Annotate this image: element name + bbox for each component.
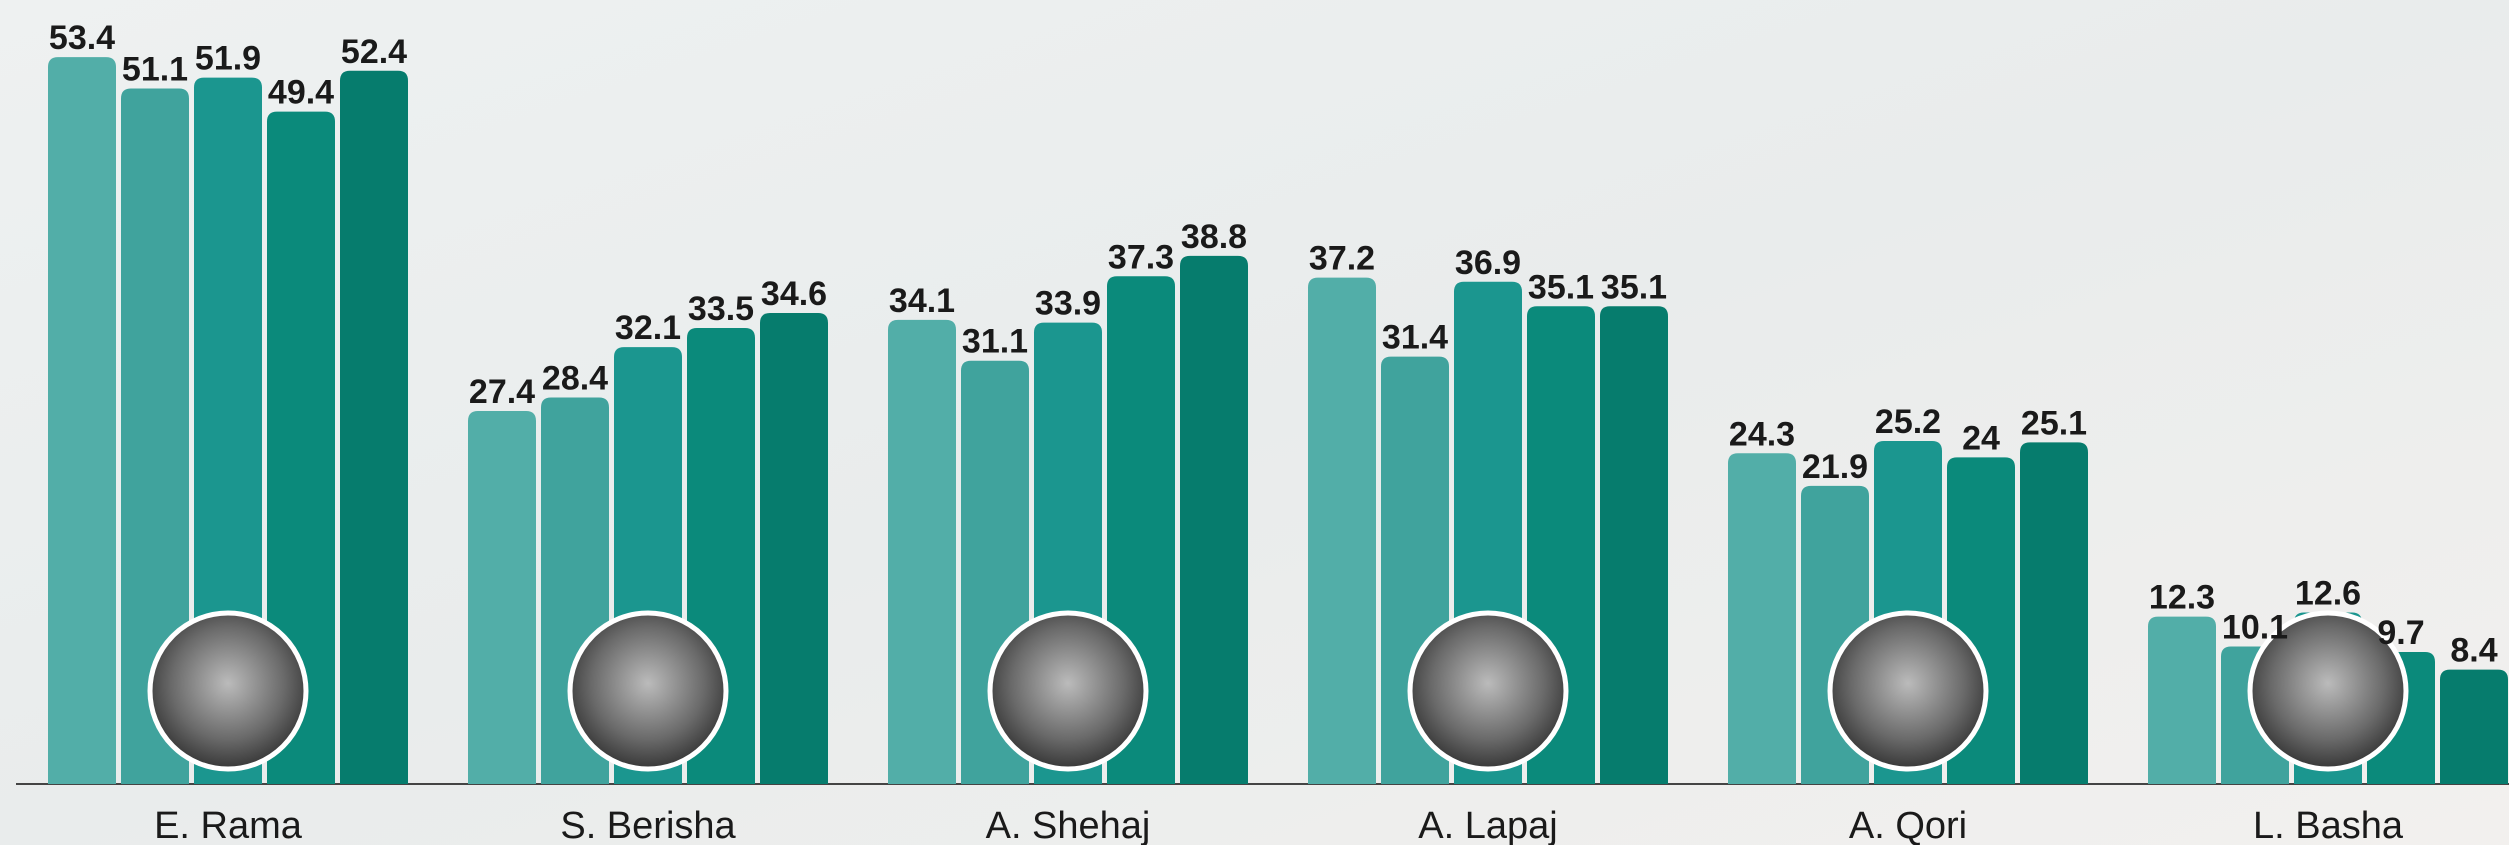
value-label: 51.9 bbox=[195, 40, 261, 78]
value-label: 25.2 bbox=[1875, 403, 1941, 441]
bar bbox=[1728, 453, 1796, 784]
x-tick-label: A. Qori bbox=[1849, 805, 1967, 845]
value-label: 51.1 bbox=[122, 50, 188, 88]
value-label: 31.4 bbox=[1382, 319, 1448, 357]
value-label: 52.4 bbox=[341, 33, 407, 71]
value-label: 35.1 bbox=[1528, 268, 1594, 306]
value-label: 12.3 bbox=[2149, 579, 2215, 617]
value-label: 28.4 bbox=[542, 359, 608, 397]
value-label: 53.4 bbox=[49, 19, 115, 57]
portrait bbox=[987, 610, 1149, 772]
value-label: 31.1 bbox=[962, 323, 1028, 361]
bar bbox=[48, 57, 116, 784]
portrait bbox=[2247, 610, 2409, 772]
bar bbox=[468, 411, 536, 784]
x-tick-label: A. Lapaj bbox=[1418, 805, 1557, 845]
portrait bbox=[147, 610, 309, 772]
x-tick-label: E. Rama bbox=[154, 805, 303, 845]
portrait bbox=[1827, 610, 1989, 772]
value-label: 33.5 bbox=[688, 290, 754, 328]
portrait bbox=[1407, 610, 1569, 772]
bar bbox=[1308, 277, 1376, 784]
bar bbox=[340, 70, 408, 785]
value-label: 24.3 bbox=[1729, 415, 1795, 453]
bar bbox=[2440, 669, 2508, 784]
value-label: 25.1 bbox=[2021, 404, 2087, 442]
bar bbox=[2148, 616, 2216, 784]
bar bbox=[760, 313, 828, 784]
bar bbox=[1180, 255, 1248, 784]
photos bbox=[147, 610, 2409, 772]
value-label: 10.1 bbox=[2222, 609, 2288, 647]
bar bbox=[194, 77, 262, 785]
portrait bbox=[567, 610, 729, 772]
bar bbox=[888, 319, 956, 784]
value-label: 38.8 bbox=[1181, 218, 1247, 256]
x-tick-label: A. Shehaj bbox=[986, 805, 1151, 845]
bars bbox=[48, 57, 2508, 785]
value-label: 33.9 bbox=[1035, 285, 1101, 323]
value-label: 34.1 bbox=[889, 282, 955, 320]
bar bbox=[121, 88, 189, 784]
x-tick-label: S. Berisha bbox=[560, 805, 736, 845]
value-label: 49.4 bbox=[268, 74, 334, 112]
x-tick-label: L. Basha bbox=[2253, 805, 2404, 845]
value-label: 27.4 bbox=[469, 373, 535, 411]
value-label: 35.1 bbox=[1601, 268, 1667, 306]
value-label: 24 bbox=[1962, 419, 2000, 457]
bar bbox=[1600, 306, 1668, 784]
value-label: 9.7 bbox=[2377, 614, 2424, 652]
value-label: 37.3 bbox=[1108, 238, 1174, 276]
bar bbox=[267, 111, 335, 785]
value-label: 32.1 bbox=[615, 309, 681, 347]
value-label: 12.6 bbox=[2295, 575, 2361, 613]
bar bbox=[2020, 442, 2088, 784]
value-label: 37.2 bbox=[1309, 240, 1375, 278]
value-label: 8.4 bbox=[2450, 632, 2497, 670]
value-label: 34.6 bbox=[761, 275, 827, 313]
value-label: 21.9 bbox=[1802, 448, 1868, 486]
value-label: 36.9 bbox=[1455, 244, 1521, 282]
